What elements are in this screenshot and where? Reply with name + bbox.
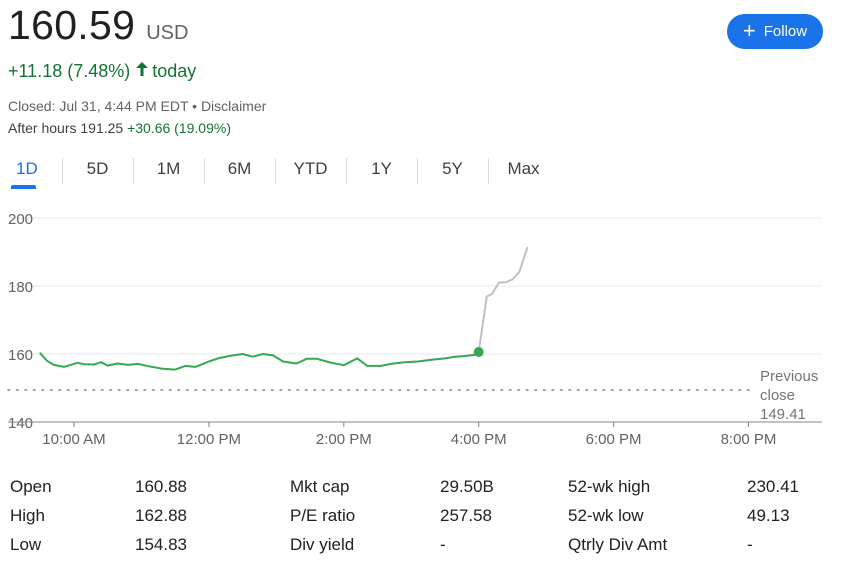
stat-value-52wk-high: 230.41 [747, 477, 799, 496]
stat-label-52wk-low: 52-wk low [568, 506, 644, 525]
y-tick-label: 160 [8, 347, 33, 364]
close-point [473, 346, 484, 357]
stat-label-high: High [10, 506, 45, 525]
series-line-regular [39, 351, 480, 371]
follow-label: Follow [763, 23, 808, 40]
stat-label-div-yield: Div yield [290, 535, 355, 554]
y-tick-label: 140 [8, 415, 33, 432]
x-tick-label: 10:00 AM [42, 431, 105, 448]
stat-value-qtrly-div: - [747, 535, 753, 554]
stat-value-pe-ratio: 257.58 [440, 506, 492, 525]
x-tick-label: 6:00 PM [586, 431, 642, 448]
price-header: 160.59 USD [8, 2, 188, 49]
stat-value-high: 162.88 [135, 506, 187, 525]
tab-1d[interactable]: 1D [8, 156, 62, 189]
current-price: 160.59 [8, 2, 136, 48]
change-suffix: today [152, 61, 197, 81]
tab-1y[interactable]: 1Y [346, 156, 417, 184]
plus-icon: + [742, 17, 756, 43]
tab-1m[interactable]: 1M [133, 156, 204, 184]
stat-label-mkt-cap: Mkt cap [290, 477, 350, 496]
tab-ytd[interactable]: YTD [275, 156, 346, 184]
stat-value-open: 160.88 [135, 477, 187, 496]
stats-row: Open 160.88 Mkt cap 29.50B 52-wk high 23… [10, 477, 830, 506]
daily-change: +11.18 (7.48%) today [8, 61, 196, 82]
previous-close-label: Previous close 149.41 [760, 368, 818, 423]
stat-label-52wk-high: 52-wk high [568, 477, 651, 496]
stat-label-pe-ratio: P/E ratio [290, 506, 356, 525]
stats-row: Low 154.83 Div yield - Qtrly Div Amt - [10, 535, 830, 564]
series-line-after-hours [477, 246, 529, 353]
tab-5y[interactable]: 5Y [417, 156, 488, 184]
currency-label: USD [146, 22, 189, 44]
stat-label-qtrly-div: Qtrly Div Amt [568, 535, 668, 554]
tab-6m[interactable]: 6M [204, 156, 275, 184]
x-tick-label: 12:00 PM [177, 431, 241, 448]
stats-row: High 162.88 P/E ratio 257.58 52-wk low 4… [10, 506, 830, 535]
tab-max[interactable]: Max [488, 156, 559, 184]
follow-button[interactable]: + Follow [727, 14, 823, 49]
y-tick-label: 180 [8, 279, 33, 296]
x-tick-label: 8:00 PM [721, 431, 777, 448]
arrow-up-icon [136, 62, 149, 81]
stat-label-low: Low [10, 535, 42, 554]
after-hours-change: +30.66 (19.09%) [127, 120, 231, 136]
previous-close-label-line: Previous [760, 368, 818, 385]
stat-value-52wk-low: 49.13 [747, 506, 790, 525]
stat-value-low: 154.83 [135, 535, 187, 554]
x-tick-label: 4:00 PM [451, 431, 507, 448]
stat-value-div-yield: - [440, 535, 446, 554]
stat-value-mkt-cap: 29.50B [440, 477, 494, 496]
previous-close-label-line: 149.41 [760, 406, 806, 423]
stat-label-open: Open [10, 477, 52, 496]
y-tick-label: 200 [8, 211, 33, 228]
key-stats: Open 160.88 Mkt cap 29.50B 52-wk high 23… [10, 477, 830, 564]
previous-close-label-line: close [760, 387, 795, 404]
range-tabs: 1D 5D 1M 6M YTD 1Y 5Y Max [8, 156, 559, 189]
after-hours-label: After hours 191.25 [8, 120, 124, 136]
closed-status: Closed: Jul 31, 4:44 PM EDT • Disclaimer [8, 98, 267, 114]
price-chart[interactable]: 200 180 160 140 10:00 AM 12:00 PM 2:00 PM 4:00 … [0, 200, 855, 460]
x-tick-label: 2:00 PM [316, 431, 372, 448]
tab-5d[interactable]: 5D [62, 156, 133, 184]
after-hours-line: After hours 191.25 +30.66 (19.09%) [8, 120, 231, 136]
change-value: +11.18 (7.48%) [8, 61, 131, 81]
